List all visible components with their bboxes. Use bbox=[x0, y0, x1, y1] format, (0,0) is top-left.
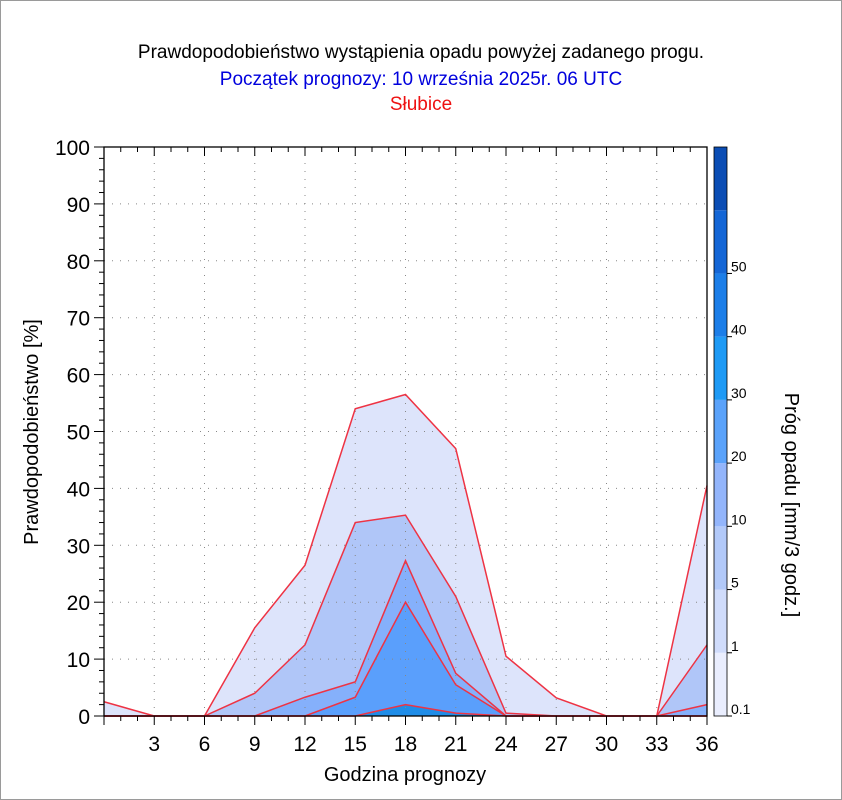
x-tick-label: 18 bbox=[394, 733, 417, 756]
x-tick-label: 9 bbox=[249, 733, 261, 756]
y-tick-label: 100 bbox=[55, 137, 90, 160]
x-tick-label: 24 bbox=[494, 733, 518, 756]
colorbar-band bbox=[714, 336, 727, 400]
colorbar-tick-label: 40 bbox=[731, 322, 747, 338]
colorbar-band bbox=[714, 210, 727, 274]
x-tick-label: 3 bbox=[148, 733, 160, 756]
colorbar-tick-label: 5 bbox=[731, 575, 739, 591]
colorbar-band bbox=[714, 463, 727, 527]
chart-subtitle: Początek prognozy: 10 września 2025r. 06… bbox=[219, 69, 623, 90]
x-tick-label: 15 bbox=[344, 733, 367, 756]
y-tick-label: 40 bbox=[67, 478, 90, 501]
colorbar-tick-label: 20 bbox=[731, 448, 747, 464]
x-tick-label: 36 bbox=[695, 733, 718, 756]
colorbar-tick-label: 30 bbox=[731, 385, 747, 401]
y-tick-label: 90 bbox=[67, 194, 90, 217]
area-threshold-20 bbox=[104, 704, 707, 716]
y-tick-label: 80 bbox=[67, 251, 90, 274]
colorbar: 0.1 1 5 10 20 30 40 50 bbox=[713, 146, 751, 717]
x-tick-label: 12 bbox=[293, 733, 316, 756]
colorbar-label: Próg opadu [mm/3 godz.] bbox=[780, 393, 802, 618]
location-label: Słubice bbox=[389, 94, 453, 115]
x-tick-label: 30 bbox=[595, 733, 618, 756]
y-axis-label: Prawdopodobieństwo [%] bbox=[21, 319, 43, 545]
colorbar-band bbox=[714, 652, 727, 716]
y-tick-label: 20 bbox=[67, 592, 90, 615]
colorbar-band bbox=[714, 273, 727, 337]
colorbar-tick-label: 10 bbox=[731, 511, 747, 527]
x-tick-label: 21 bbox=[444, 733, 467, 756]
y-tick-label: 60 bbox=[67, 365, 90, 388]
colorbar-border bbox=[713, 146, 728, 717]
colorbar-tick-label: 1 bbox=[731, 638, 739, 654]
y-tick-label: 10 bbox=[67, 649, 90, 672]
colorbar-band bbox=[714, 589, 727, 653]
x-tick-label: 6 bbox=[199, 733, 211, 756]
colorbar-tick-label: 50 bbox=[731, 258, 747, 274]
y-tick-label: 30 bbox=[67, 535, 90, 558]
colorbar-tick-label: 0.1 bbox=[731, 701, 751, 717]
x-tick-label: 27 bbox=[545, 733, 568, 756]
tick-layer: 3 6 9 12 15 18 21 24 27 30 33 360102030405060708090… bbox=[55, 137, 719, 756]
y-tick-label: 50 bbox=[67, 422, 90, 445]
chart-title: Prawdopodobieństwo wystąpienia opadu pow… bbox=[137, 42, 705, 63]
colorbar-band bbox=[714, 147, 727, 211]
x-tick-label: 33 bbox=[645, 733, 668, 756]
x-axis-label: Godzina prognozy bbox=[324, 764, 486, 786]
y-tick-label: 70 bbox=[67, 308, 90, 331]
colorbar-band bbox=[714, 399, 727, 464]
y-tick-label: 0 bbox=[78, 706, 90, 729]
colorbar-band bbox=[714, 526, 727, 590]
